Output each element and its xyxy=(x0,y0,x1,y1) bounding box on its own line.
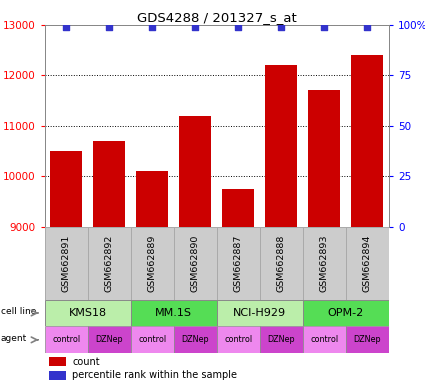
Point xyxy=(321,24,328,30)
Text: agent: agent xyxy=(1,334,27,343)
Bar xyxy=(45,300,131,326)
Bar xyxy=(303,326,346,353)
Text: OPM-2: OPM-2 xyxy=(328,308,364,318)
Bar xyxy=(222,189,255,227)
Text: GSM662887: GSM662887 xyxy=(234,234,243,292)
Text: KMS18: KMS18 xyxy=(68,308,107,318)
Bar xyxy=(45,227,88,300)
Bar xyxy=(260,326,303,353)
Text: NCI-H929: NCI-H929 xyxy=(233,308,286,318)
Bar xyxy=(93,141,125,227)
Bar xyxy=(179,116,211,227)
Bar xyxy=(217,300,303,326)
Bar xyxy=(260,227,303,300)
Bar xyxy=(131,227,174,300)
Title: GDS4288 / 201327_s_at: GDS4288 / 201327_s_at xyxy=(137,11,297,24)
Point xyxy=(364,24,371,30)
Bar xyxy=(50,151,82,227)
Bar xyxy=(303,227,346,300)
Text: cell line: cell line xyxy=(1,307,36,316)
Bar xyxy=(88,326,131,353)
Text: GSM662894: GSM662894 xyxy=(363,234,372,292)
Bar xyxy=(351,55,383,227)
Text: control: control xyxy=(224,335,252,344)
Bar xyxy=(174,227,217,300)
Bar xyxy=(217,227,260,300)
Bar xyxy=(136,171,168,227)
Text: DZNep: DZNep xyxy=(95,335,123,344)
Text: GSM662893: GSM662893 xyxy=(320,234,329,292)
Point xyxy=(192,24,198,30)
Text: DZNep: DZNep xyxy=(267,335,295,344)
Bar xyxy=(303,300,389,326)
Bar xyxy=(49,357,66,366)
Bar xyxy=(131,326,174,353)
Point xyxy=(106,24,113,30)
Text: GSM662888: GSM662888 xyxy=(277,234,286,292)
Bar xyxy=(88,227,131,300)
Text: GSM662892: GSM662892 xyxy=(105,234,113,292)
Text: DZNep: DZNep xyxy=(181,335,209,344)
Bar xyxy=(131,300,217,326)
Bar xyxy=(49,371,66,380)
Bar xyxy=(265,65,298,227)
Point xyxy=(63,24,70,30)
Bar xyxy=(217,326,260,353)
Text: control: control xyxy=(138,335,166,344)
Point xyxy=(278,24,285,30)
Text: GSM662890: GSM662890 xyxy=(191,234,200,292)
Text: DZNep: DZNep xyxy=(354,335,381,344)
Text: count: count xyxy=(72,357,100,367)
Point xyxy=(149,24,156,30)
Bar xyxy=(308,91,340,227)
Text: MM.1S: MM.1S xyxy=(155,308,192,318)
Bar xyxy=(346,326,389,353)
Text: control: control xyxy=(52,335,80,344)
Text: GSM662891: GSM662891 xyxy=(62,234,71,292)
Text: GSM662889: GSM662889 xyxy=(148,234,157,292)
Point xyxy=(235,24,242,30)
Text: percentile rank within the sample: percentile rank within the sample xyxy=(72,370,237,380)
Bar xyxy=(174,326,217,353)
Bar xyxy=(346,227,389,300)
Text: control: control xyxy=(310,335,338,344)
Bar xyxy=(45,326,88,353)
